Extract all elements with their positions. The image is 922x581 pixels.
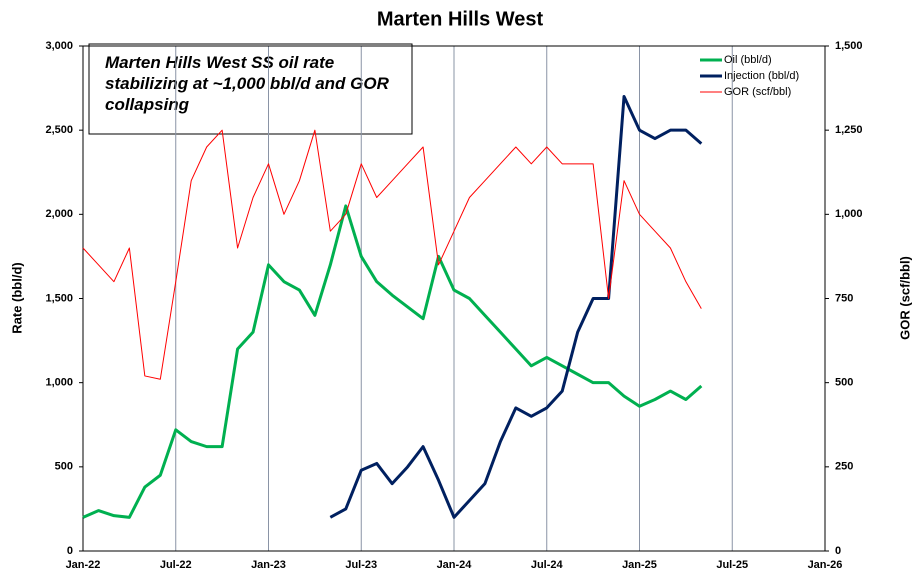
y2-tick-label: 1,500 [835, 40, 863, 52]
x-tick-label: Jan-23 [251, 559, 286, 571]
series-line [82, 129, 702, 380]
annotation-box [88, 43, 413, 135]
x-tick-label: Jan-25 [622, 559, 657, 571]
y2-tick-label: 0 [835, 545, 841, 557]
legend-label: Oil (bbl/d) [724, 54, 772, 66]
y-tick-label: 0 [67, 545, 73, 557]
legend-label: GOR (scf/bbl) [724, 86, 791, 98]
legend-label: Injection (bbl/d) [724, 70, 799, 82]
y2-axis-label: GOR (scf/bbl) [897, 256, 912, 340]
y2-tick-label: 1,250 [835, 124, 863, 136]
y-tick-label: 2,500 [45, 124, 73, 136]
series-line [82, 204, 703, 519]
x-tick-label: Jul-22 [160, 559, 192, 571]
x-tick-label: Jul-23 [345, 559, 377, 571]
y-tick-label: 1,500 [45, 292, 73, 304]
y-tick-label: 1,000 [45, 377, 73, 389]
y-tick-label: 3,000 [45, 40, 73, 52]
x-tick-label: Jan-22 [66, 559, 101, 571]
y2-tick-label: 250 [835, 461, 853, 473]
y-tick-label: 500 [55, 461, 73, 473]
chart-title: Marten Hills West [377, 8, 544, 30]
series-line [329, 95, 703, 519]
plot-frame [82, 45, 826, 552]
y2-tick-label: 1,000 [835, 208, 863, 220]
annotation: Marten Hills West SS oil rate stabilizin… [105, 53, 389, 114]
y-tick-label: 2,000 [45, 208, 73, 220]
x-tick-label: Jul-24 [531, 559, 564, 571]
x-tick-label: Jan-24 [437, 559, 473, 571]
y2-tick-label: 500 [835, 377, 853, 389]
y2-tick-label: 750 [835, 292, 853, 304]
annotation-wrap: Marten Hills West SS oil rate stabilizin… [105, 53, 389, 114]
x-tick-label: Jul-25 [716, 559, 748, 571]
y-axis-label: Rate (bbl/d) [9, 262, 24, 334]
x-tick-label: Jan-26 [808, 559, 843, 571]
